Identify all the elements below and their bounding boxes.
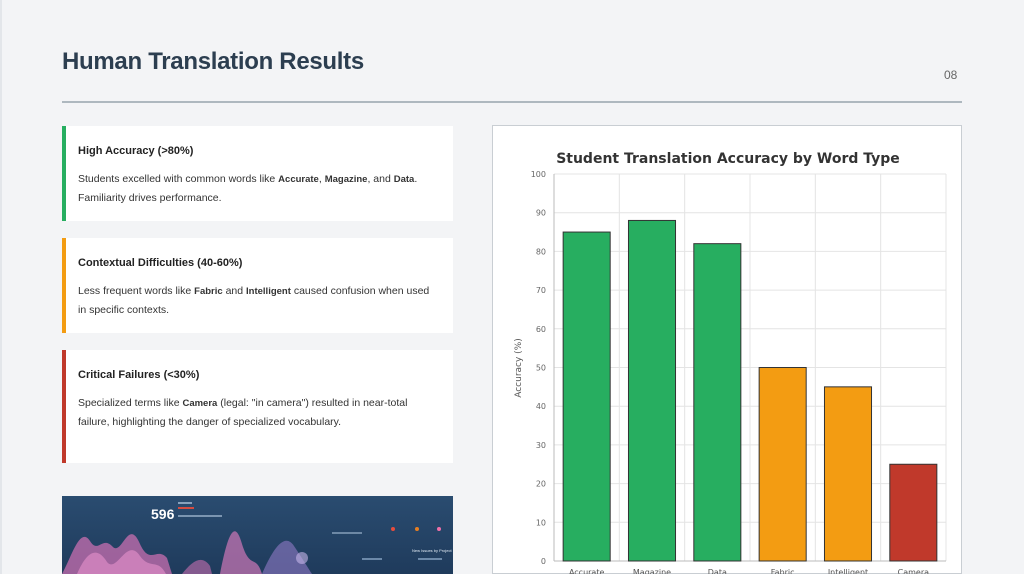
x-tick-label: Fabric [771, 568, 795, 574]
title-divider [62, 101, 962, 103]
y-tick-label: 50 [536, 364, 546, 373]
slide-title: Human Translation Results [62, 48, 364, 75]
y-tick-label: 0 [541, 557, 546, 566]
x-tick-label: Data [708, 568, 727, 574]
critical-failures-card: Critical Failures (<30%) Specialized ter… [62, 350, 453, 463]
thumbnail-stat-value: 596 [151, 506, 175, 522]
bar-intelligent [823, 386, 873, 562]
accuracy-chart-panel: Student Translation Accuracy by Word Typ… [492, 125, 962, 574]
x-tick-label: Camera [898, 568, 929, 574]
bar-magazine [627, 219, 677, 562]
chart-grid [553, 173, 947, 562]
slide-left-edge [0, 0, 2, 574]
bar-accurate [562, 231, 611, 562]
x-tick-label: Accurate [569, 568, 605, 574]
y-tick-label: 30 [536, 441, 546, 450]
card-accent-bar [62, 238, 66, 333]
y-tick-label: 60 [536, 325, 546, 334]
page-number: 08 [944, 68, 958, 82]
card-accent-bar [62, 350, 66, 463]
bar-fabric [758, 367, 807, 562]
card-heading: High Accuracy (>80%) [78, 145, 194, 157]
card-heading: Critical Failures (<30%) [78, 369, 200, 381]
thumbnail-caption: New Issues by Project [412, 548, 452, 553]
bar-data [693, 243, 742, 562]
x-tick-label: Magazine [633, 568, 671, 574]
x-tick-label: Intelligent [828, 568, 868, 574]
dashboard-thumbnail-image: 596 New Issues by Project [62, 496, 453, 574]
y-tick-label: 70 [536, 286, 546, 295]
y-tick-label: 10 [536, 518, 546, 527]
bar-camera [889, 463, 938, 562]
y-axis-label: Accuracy (%) [514, 338, 524, 398]
accuracy-bar-chart: Student Translation Accuracy by Word Typ… [514, 151, 947, 574]
contextual-difficulties-card: Contextual Difficulties (40-60%) Less fr… [62, 238, 453, 333]
y-tick-label: 100 [531, 170, 546, 179]
y-tick-label: 40 [536, 402, 546, 411]
chart-bars [562, 219, 938, 562]
card-text: Students excelled with common words like… [78, 173, 418, 204]
card-text: Less frequent words like Fabric and Inte… [78, 285, 430, 316]
dashboard-thumbnail-graphic: 596 New Issues by Project [62, 502, 452, 574]
chart-ticks: 0 10 20 30 40 50 60 70 80 90 100 Accurate Magazine Da… [531, 170, 929, 574]
card-heading: Contextual Difficulties (40-60%) [78, 257, 243, 269]
y-tick-label: 20 [536, 480, 546, 489]
chart-title: Student Translation Accuracy by Word Typ… [556, 151, 900, 167]
y-tick-label: 90 [536, 209, 546, 218]
card-accent-bar [62, 126, 66, 221]
card-text: Specialized terms like Camera (legal: "i… [78, 397, 408, 428]
high-accuracy-card: High Accuracy (>80%) Students excelled w… [62, 126, 453, 221]
y-tick-label: 80 [536, 247, 546, 256]
